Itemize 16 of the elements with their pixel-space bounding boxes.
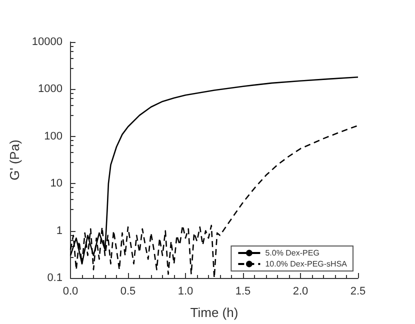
x-tick-label: 2.5 — [350, 286, 366, 298]
y-tick-label: 10000 — [32, 36, 62, 48]
legend-label: 5.0% Dex-PEG — [265, 248, 320, 258]
x-tick-label: 1.5 — [235, 286, 251, 298]
y-tick-label: 10 — [50, 178, 62, 190]
x-tick-label: 0.5 — [120, 286, 136, 298]
y-tick-label: 0.1 — [47, 272, 62, 284]
x-tick-label: 1.0 — [178, 286, 194, 298]
legend-label: 10.0% Dex-PEG-sHSA — [265, 260, 348, 268]
x-axis-title: Time (h) — [190, 305, 238, 320]
y-tick-label: 1 — [56, 224, 62, 237]
y-axis-title: G' (Pa) — [7, 140, 22, 180]
y-tick-label: 1000 — [38, 83, 62, 96]
x-tick-label: 2.0 — [292, 286, 308, 298]
y-tick-label: 100 — [44, 130, 62, 142]
x-tick-label: 0.0 — [62, 286, 78, 298]
